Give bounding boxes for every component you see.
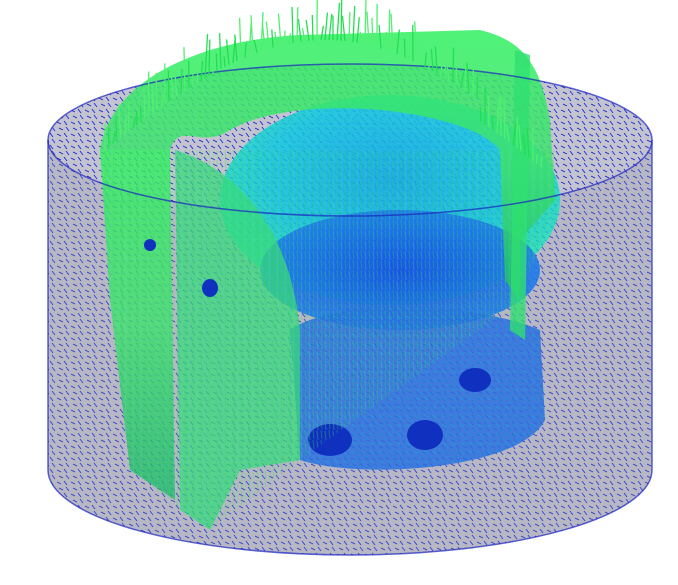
vector-spike xyxy=(328,13,333,41)
vector-spike xyxy=(151,83,154,114)
vector-spike xyxy=(505,123,510,143)
vector-spike xyxy=(359,31,362,44)
vector-spike xyxy=(440,34,445,76)
vector-spike xyxy=(466,62,470,94)
vortex xyxy=(407,420,443,450)
vector-spike xyxy=(155,73,158,111)
vector-spike xyxy=(522,133,526,155)
vector-spike xyxy=(396,29,401,55)
vector-spike xyxy=(503,97,506,140)
vector-spike xyxy=(208,39,211,76)
vector-spike xyxy=(277,13,282,46)
vector-spike xyxy=(398,42,402,56)
vector-spike xyxy=(496,96,501,134)
vector-spike xyxy=(356,17,360,43)
vector-spike xyxy=(444,34,448,78)
vector-spike xyxy=(366,11,370,46)
vector-spike xyxy=(288,33,292,44)
vector-spike xyxy=(340,0,343,41)
vector-spike xyxy=(215,53,218,72)
vector-spike xyxy=(173,70,178,96)
vector-spike xyxy=(244,42,247,58)
vector-spike xyxy=(274,31,278,47)
vector-spike xyxy=(260,12,264,52)
vector-spike xyxy=(460,72,465,89)
vector-spike xyxy=(336,2,341,41)
vector-spike xyxy=(452,47,455,83)
vector-spike xyxy=(117,104,122,138)
right-flow-strip xyxy=(510,50,530,340)
vector-spike xyxy=(223,56,226,67)
vector-spike xyxy=(390,13,394,53)
vector-spike xyxy=(479,107,482,122)
vector-spike xyxy=(253,39,258,53)
vector-spike xyxy=(180,68,183,94)
vector-spike xyxy=(124,116,127,135)
vortex xyxy=(144,239,156,251)
vector-spike xyxy=(526,127,530,158)
vector-spike xyxy=(211,62,214,74)
vector-spike xyxy=(271,29,274,48)
vector-spikes xyxy=(104,0,543,167)
vector-spike xyxy=(472,52,475,96)
vector-spike xyxy=(311,15,314,41)
vector-spike xyxy=(487,95,490,128)
vector-spike xyxy=(341,15,346,42)
vector-spike xyxy=(424,52,428,67)
vector-spike xyxy=(364,0,367,45)
vector-spike xyxy=(291,6,294,43)
vector-spike xyxy=(348,12,351,42)
vector-spike xyxy=(112,130,116,144)
vector-spike xyxy=(261,22,266,51)
vector-spike xyxy=(167,70,170,102)
vector-spike xyxy=(430,48,434,72)
vortex xyxy=(202,279,218,297)
vector-spike xyxy=(301,28,306,42)
vector-spike xyxy=(200,60,204,81)
cylinder-outline xyxy=(47,140,653,556)
vector-spike xyxy=(434,46,438,74)
vector-spike xyxy=(413,21,418,63)
vector-spike xyxy=(388,9,391,52)
vector-spike xyxy=(419,47,422,65)
vector-spike xyxy=(384,31,388,50)
vector-spike xyxy=(305,19,310,41)
vector-spike xyxy=(464,52,467,91)
vector-spike xyxy=(160,94,165,108)
vector-spike xyxy=(446,67,450,81)
vector-spike xyxy=(324,12,329,41)
vector-spike xyxy=(265,21,270,49)
vector-spike xyxy=(132,116,137,129)
upper-flow-sheet xyxy=(100,30,555,300)
vector-spike xyxy=(403,38,406,58)
vector-spike xyxy=(378,25,382,49)
vector-spike xyxy=(296,7,299,43)
vector-spike xyxy=(204,34,209,79)
vector-spike xyxy=(455,65,458,86)
flow-vectors xyxy=(100,150,555,530)
vector-spike xyxy=(491,115,494,131)
vector-spike xyxy=(352,5,356,43)
vector-spike xyxy=(238,17,242,60)
vector-spike xyxy=(518,124,522,152)
vector-spike xyxy=(512,122,517,146)
vector-spike xyxy=(143,85,146,120)
vector-spike xyxy=(115,116,118,141)
vector-spike xyxy=(320,25,325,41)
vector-spike xyxy=(196,64,200,83)
vector-spike xyxy=(218,33,222,69)
vector-spike xyxy=(248,22,252,56)
vector-spike xyxy=(405,37,410,60)
vector-spike xyxy=(250,15,254,55)
vector-spike xyxy=(170,65,174,99)
vector-spike xyxy=(234,34,238,62)
vector-spike xyxy=(297,18,302,42)
vector-spike xyxy=(540,156,543,167)
vortex xyxy=(459,368,491,392)
vector-spike xyxy=(183,47,186,91)
vector-spike xyxy=(371,17,374,47)
vector-spike xyxy=(225,39,230,65)
